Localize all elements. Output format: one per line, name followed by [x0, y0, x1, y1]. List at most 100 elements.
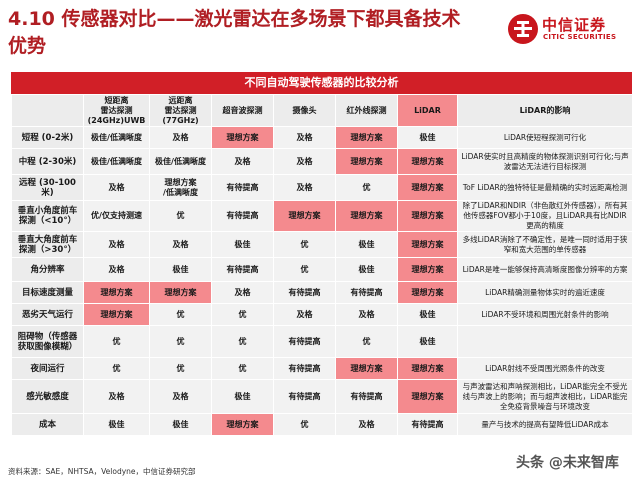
table-cell: 极佳: [335, 231, 398, 258]
table-cell: 理想方案: [335, 126, 398, 149]
table-cell: 有待提高: [211, 200, 274, 232]
table-cell: 有待提高: [397, 413, 458, 436]
table-cell: 理想方案: [83, 281, 150, 304]
table-cell: 及格: [83, 379, 150, 414]
impact-cell: 量产与技术的提高有望降低LiDAR成本: [457, 413, 633, 436]
row-label: 垂直小角度前车探测（<10°）: [11, 200, 84, 232]
table-row: 目标速度测量 理想方案 理想方案 及格 有待提高 有待提高 理想方案 LiDAR精确测量物体实…: [11, 281, 633, 304]
table-cell: 优: [335, 325, 398, 358]
logo-name-en: CITIC SECURITIES: [543, 33, 617, 41]
table-cell: 理想方案: [335, 357, 398, 380]
row-label: 恶劣天气运行: [11, 303, 84, 326]
impact-cell: 与声波雷达和声呐探测相比，LiDAR能完全不受光线与声波上的影响；而与超声波相比…: [457, 379, 633, 414]
page-title: 4.10 传感器对比——激光雷达在多场景下都具备技术优势: [8, 8, 461, 57]
table-cell: 极佳: [211, 231, 274, 258]
table-cell: 及格: [335, 303, 398, 326]
table-cell: 理想方案: [397, 148, 458, 175]
table-row: 阻碍物（传感器获取图像模糊）优优优有待提高优极佳: [11, 325, 633, 358]
table-cell: 及格: [149, 126, 212, 149]
table-cell: 极佳: [149, 413, 212, 436]
impact-cell: LiDAR不受环境和周围光射条件的影响: [457, 303, 633, 326]
table-cell: 极佳: [397, 325, 458, 358]
table-cell: 理想方案: [397, 281, 458, 304]
row-label: 成本: [11, 413, 84, 436]
table-cell: 及格: [83, 257, 150, 282]
impact-cell: LiDAR使实时且高精度的物体探测识别可行化;与声波雷达无法进行目标探测: [457, 148, 633, 175]
table-row: 垂直小角度前车探测（<10°） 优/仅支持测速优有待提高 理想方案 理想方案 理想方案除…: [11, 200, 633, 232]
table-cell: 及格: [149, 379, 212, 414]
row-label: 阻碍物（传感器获取图像模糊）: [11, 325, 84, 358]
table-cell: 及格: [273, 126, 336, 149]
table-cell: 优/仅支持测速: [83, 200, 150, 232]
table-body: 短程 (0-2米) 极佳/低满晰度 及格 理想方案 及格 理想方案 极佳 LiDAR使短程探测…: [11, 126, 633, 436]
table-cell: 及格: [211, 281, 274, 304]
row-label: 中程 (2-30米): [11, 148, 84, 175]
table-row: 恶劣天气运行 理想方案优优及格 及格 极佳 LiDAR不受环境和周围光射条件的影响: [11, 303, 633, 326]
table-cell: 优: [149, 303, 212, 326]
table-title: 不同自动驾驶传感器的比较分析: [11, 72, 632, 94]
table-cell: 极佳/低满晰度: [149, 148, 212, 175]
citic-logo-icon: [508, 14, 538, 44]
table-cell: 理想方案: [335, 200, 398, 232]
table-cell: 及格: [273, 303, 336, 326]
table-cell: 有待提高: [273, 357, 336, 380]
table-cell: 理想方案: [397, 174, 458, 201]
table-cell: 极佳/低满晰度: [83, 148, 150, 175]
table-row: 成本 极佳 极佳 理想方案优及格 有待提高 量产与技术的提高有望降低LiDAR成本: [11, 413, 633, 436]
table-cell: 优: [211, 357, 274, 380]
table-cell: 及格: [335, 413, 398, 436]
table-cell: 及格: [83, 174, 150, 201]
table-row: 垂直大角度前车探测（>30°） 及格 及格 极佳优极佳 理想方案 多线LiDAR消除了不确…: [11, 231, 633, 258]
table-cell: 及格: [273, 174, 336, 201]
table-header-row: 短距离 雷达探测 (24GHz)UWB 远距离 雷达探测 (77GHz) 超音波探测 摄像头红…: [11, 94, 633, 127]
impact-cell: LiDAR射线不受周围光照条件的改变: [457, 357, 633, 380]
table-cell: 优: [273, 413, 336, 436]
table-row: 短程 (0-2米) 极佳/低满晰度 及格 理想方案 及格 理想方案 极佳 LiDAR使短程探测…: [11, 126, 633, 149]
impact-cell: 除了LiDAR和NDIR（非色散红外传感器），所有其他传感器FOV都小于10度，…: [457, 200, 633, 232]
column-header-5: 红外线探测: [335, 94, 398, 127]
table-cell: 优: [211, 325, 274, 358]
table-cell: 理想方案/低满晰度: [149, 174, 212, 201]
table-cell: 有待提高: [335, 379, 398, 414]
table-cell: 优: [273, 257, 336, 282]
table-cell: 及格: [83, 231, 150, 258]
impact-cell: LiDAR精确测量物体实时的遍近速度: [457, 281, 633, 304]
impact-cell: LiDAR使短程探测可行化: [457, 126, 633, 149]
impact-cell: LiDAR是唯一能够保持高清晰度图像分辨率的方案: [457, 257, 633, 282]
table-row: 中程 (2-30米) 极佳/低满晰度 极佳/低满晰度 及格 及格 理想方案 理想方案 LiDA…: [11, 148, 633, 175]
column-header-1: 短距离 雷达探测 (24GHz)UWB: [83, 94, 150, 127]
table-cell: 极佳: [83, 413, 150, 436]
brand-logo: 中信证券 CITIC SECURITIES: [508, 14, 634, 46]
column-header-2: 远距离 雷达探测 (77GHz): [149, 94, 212, 127]
table-cell: 理想方案: [149, 281, 212, 304]
table-cell: 理想方案: [83, 303, 150, 326]
table-cell: 有待提高: [273, 281, 336, 304]
table-row: 夜间运行优优优有待提高 理想方案 理想方案 LiDAR射线不受周围光照条件的改变: [11, 357, 633, 380]
column-header-4: 摄像头: [273, 94, 336, 127]
row-label: 目标速度测量: [11, 281, 84, 304]
table-cell: 优: [149, 200, 212, 232]
table-cell: 有待提高: [335, 281, 398, 304]
row-label: 夜间运行: [11, 357, 84, 380]
table-cell: 理想方案: [397, 379, 458, 414]
table-cell: 极佳/低满晰度: [83, 126, 150, 149]
table-cell: 优: [273, 231, 336, 258]
table-row: 远程 (30-100米) 及格 理想方案/低满晰度 有待提高 及格优理想方案 ToF Li…: [11, 174, 633, 201]
table-cell: 及格: [273, 148, 336, 175]
logo-name: 中信证券: [542, 16, 607, 34]
table-cell: 理想方案: [397, 357, 458, 380]
table-cell: 极佳: [149, 257, 212, 282]
sensor-table: 短距离 雷达探测 (24GHz)UWB 远距离 雷达探测 (77GHz) 超音波探测 摄像头红…: [11, 94, 633, 436]
table-cell: 及格: [149, 231, 212, 258]
column-header-3: 超音波探测: [211, 94, 274, 127]
table-cell: 理想方案: [397, 257, 458, 282]
column-header-0: [11, 94, 84, 127]
row-label: 远程 (30-100米): [11, 174, 84, 201]
table-row: 感光敏感度 及格 及格 极佳 有待提高 有待提高 理想方案 与声波雷达和声呐探测相比，LiDA…: [11, 379, 633, 414]
table-cell: 及格: [211, 148, 274, 175]
table-cell: 优: [211, 303, 274, 326]
table-cell: 理想方案: [397, 231, 458, 258]
table-cell: 优: [149, 325, 212, 358]
row-label: 角分辨率: [11, 257, 84, 282]
table-cell: 优: [83, 357, 150, 380]
